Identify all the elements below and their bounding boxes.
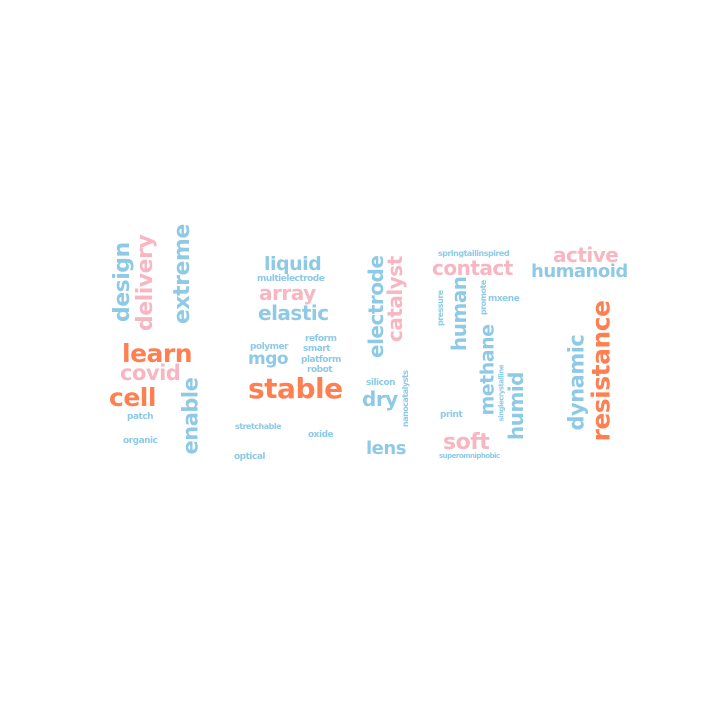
word-superomniphobic: superomniphobic bbox=[439, 452, 500, 460]
word-lens: lens bbox=[366, 438, 406, 459]
word-multielectrode: multielectrode bbox=[257, 274, 325, 284]
word-extreme: extreme bbox=[170, 224, 195, 324]
word-stable: stable bbox=[248, 372, 343, 405]
word-nanocatalysts: nanocatalysts bbox=[401, 370, 410, 427]
word-patch: patch bbox=[127, 412, 154, 422]
word-enable: enable bbox=[178, 377, 203, 455]
word-organic: organic bbox=[123, 436, 158, 446]
word-stretchable: stretchable bbox=[235, 422, 282, 431]
word-design: design bbox=[110, 242, 135, 322]
word-soft: soft bbox=[443, 430, 490, 455]
word-dynamic: dynamic bbox=[564, 334, 589, 431]
word-humanoid: humanoid bbox=[531, 261, 628, 282]
word-polymer: polymer bbox=[250, 342, 289, 352]
word-human: human bbox=[447, 276, 471, 351]
word-resistance: resistance bbox=[586, 300, 616, 442]
word-silicon: silicon bbox=[366, 378, 396, 388]
word-dry: dry bbox=[362, 387, 398, 411]
word-array: array bbox=[259, 281, 316, 305]
word-optical: optical bbox=[234, 452, 266, 462]
word-learn: learn bbox=[122, 339, 193, 368]
word-platform: platform bbox=[301, 355, 341, 365]
word-mgo: mgo bbox=[248, 349, 289, 369]
word-oxide: oxide bbox=[308, 430, 334, 440]
word-methane: methane bbox=[476, 324, 499, 416]
word-active: active bbox=[553, 243, 619, 267]
word-delivery: delivery bbox=[133, 234, 158, 331]
word-humid: humid bbox=[504, 372, 528, 440]
word-cell: cell bbox=[109, 383, 156, 412]
word-mxene: mxene bbox=[488, 294, 520, 304]
word-robot: robot bbox=[307, 365, 333, 375]
word-pressure: pressure bbox=[436, 290, 445, 326]
word-promote: promote bbox=[479, 280, 488, 315]
word-contact: contact bbox=[432, 256, 513, 280]
word-liquid: liquid bbox=[264, 253, 322, 275]
word-springtailinspired: springtailinspired bbox=[438, 249, 510, 258]
word-covid: covid bbox=[120, 361, 181, 385]
word-print: print bbox=[440, 410, 463, 420]
word-reform: reform bbox=[305, 334, 337, 344]
word-elastic: elastic bbox=[258, 301, 329, 325]
word-smart: smart bbox=[303, 344, 331, 354]
word-catalyst: catalyst bbox=[383, 256, 407, 342]
